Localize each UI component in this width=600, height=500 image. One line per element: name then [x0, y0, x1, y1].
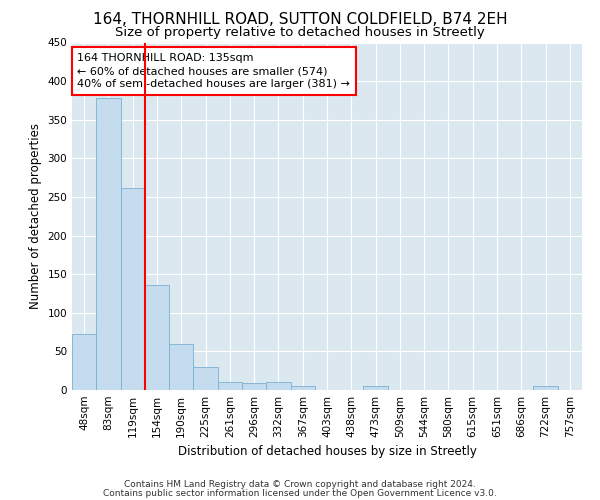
Bar: [72, 334, 96, 390]
Bar: [266, 382, 290, 390]
Text: Size of property relative to detached houses in Streetly: Size of property relative to detached ho…: [115, 26, 485, 39]
Bar: [290, 386, 315, 390]
Text: 164, THORNHILL ROAD, SUTTON COLDFIELD, B74 2EH: 164, THORNHILL ROAD, SUTTON COLDFIELD, B…: [92, 12, 508, 28]
Bar: [218, 382, 242, 390]
Bar: [121, 188, 145, 390]
Bar: [145, 285, 169, 390]
Bar: [242, 383, 266, 390]
Bar: [364, 386, 388, 390]
Bar: [96, 98, 121, 390]
Text: 164 THORNHILL ROAD: 135sqm
← 60% of detached houses are smaller (574)
40% of sem: 164 THORNHILL ROAD: 135sqm ← 60% of deta…: [77, 53, 350, 90]
Text: Contains public sector information licensed under the Open Government Licence v3: Contains public sector information licen…: [103, 488, 497, 498]
Y-axis label: Number of detached properties: Number of detached properties: [29, 123, 42, 309]
Text: Contains HM Land Registry data © Crown copyright and database right 2024.: Contains HM Land Registry data © Crown c…: [124, 480, 476, 489]
Bar: [533, 386, 558, 390]
Bar: [169, 344, 193, 390]
Bar: [193, 367, 218, 390]
X-axis label: Distribution of detached houses by size in Streetly: Distribution of detached houses by size …: [178, 446, 476, 458]
